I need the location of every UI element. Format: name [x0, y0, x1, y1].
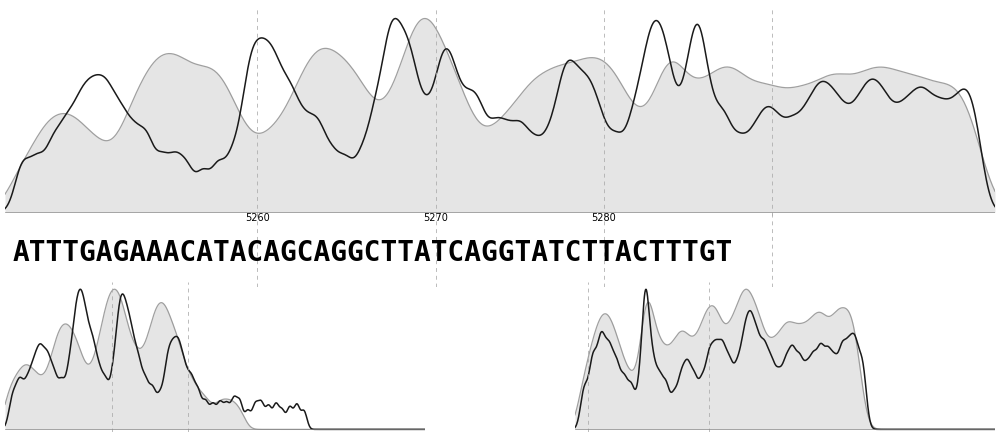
Text: ATTTGAGAAACATACAGCAGGCTTATCAGGTATCTTACTTTGT: ATTTGAGAAACATACAGCAGGCTTATCAGGTATCTTACTT… — [13, 239, 733, 267]
Text: 5280: 5280 — [592, 213, 616, 223]
Text: 5270: 5270 — [423, 213, 448, 223]
Text: 5260: 5260 — [245, 213, 270, 223]
